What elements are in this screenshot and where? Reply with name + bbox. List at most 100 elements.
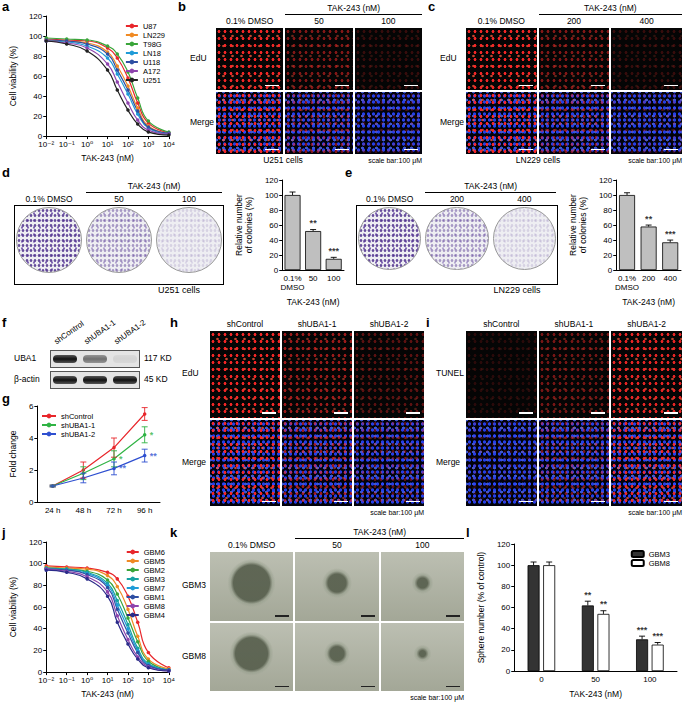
svg-text:200: 200 [642, 274, 656, 283]
svg-text:**: ** [310, 218, 318, 228]
svg-text:100: 100 [599, 191, 613, 200]
svg-text:**: ** [645, 214, 653, 224]
svg-text:100: 100 [265, 191, 279, 200]
svg-text:40: 40 [501, 624, 510, 633]
svg-text:80: 80 [501, 582, 510, 591]
svg-text:LN18: LN18 [143, 49, 161, 58]
svg-text:50: 50 [309, 274, 318, 283]
svg-text:***: *** [637, 625, 648, 635]
svg-text:**: ** [600, 599, 608, 609]
svg-text:40: 40 [603, 236, 612, 245]
svg-text:*: * [119, 454, 123, 464]
svg-text:60: 60 [501, 603, 510, 612]
svg-text:of colonies (%): of colonies (%) [578, 197, 588, 253]
svg-text:100: 100 [497, 561, 511, 570]
svg-text:80: 80 [269, 206, 278, 215]
svg-text:100: 100 [29, 32, 43, 41]
svg-text:10⁻¹: 10⁻¹ [59, 140, 75, 149]
svg-text:LN229: LN229 [143, 31, 165, 40]
svg-text:60: 60 [33, 603, 42, 612]
svg-text:TAK-243 (nM): TAK-243 (nM) [81, 689, 134, 699]
svg-text:80: 80 [33, 581, 42, 590]
svg-text:60: 60 [33, 72, 42, 81]
svg-text:96 h: 96 h [137, 506, 153, 515]
svg-text:10⁻¹: 10⁻¹ [59, 676, 75, 685]
svg-text:10¹: 10¹ [102, 676, 114, 685]
svg-text:**: ** [150, 451, 158, 461]
svg-text:Sphere number (% of control): Sphere number (% of control) [476, 552, 486, 664]
svg-text:*: * [150, 430, 154, 440]
svg-text:DMSO: DMSO [615, 283, 639, 292]
svg-text:0: 0 [274, 266, 279, 275]
svg-text:**: ** [119, 463, 127, 473]
svg-text:GBM3: GBM3 [144, 575, 165, 584]
svg-text:0.1%: 0.1% [618, 274, 636, 283]
svg-text:120: 120 [599, 176, 613, 185]
svg-text:GBM6: GBM6 [144, 548, 165, 557]
svg-text:0: 0 [506, 667, 511, 676]
svg-text:400: 400 [664, 274, 678, 283]
svg-text:10²: 10² [122, 140, 134, 149]
svg-text:40: 40 [33, 624, 42, 633]
svg-text:120: 120 [29, 12, 43, 21]
svg-text:80: 80 [33, 52, 42, 61]
svg-text:100: 100 [327, 274, 341, 283]
svg-text:100: 100 [643, 675, 657, 684]
svg-text:60: 60 [603, 221, 612, 230]
svg-text:48 h: 48 h [76, 506, 92, 515]
svg-text:U87: U87 [143, 22, 157, 31]
svg-text:GBM3: GBM3 [649, 550, 670, 559]
svg-text:10⁻²: 10⁻² [38, 676, 54, 685]
svg-text:GBM5: GBM5 [144, 557, 165, 566]
svg-text:TAK-243 (nM): TAK-243 (nM) [622, 297, 675, 307]
svg-text:10⁴: 10⁴ [163, 676, 176, 685]
svg-text:72 h: 72 h [106, 506, 122, 515]
svg-text:4: 4 [29, 434, 34, 443]
svg-text:40: 40 [33, 92, 42, 101]
svg-text:50: 50 [591, 675, 600, 684]
svg-text:shControl: shControl [61, 412, 93, 421]
svg-text:A172: A172 [143, 67, 161, 76]
svg-text:10³: 10³ [143, 676, 155, 685]
svg-text:20: 20 [33, 112, 42, 121]
svg-text:10⁴: 10⁴ [163, 140, 176, 149]
svg-text:U118: U118 [143, 58, 160, 67]
svg-text:T98G: T98G [143, 40, 162, 49]
svg-text:Relative number: Relative number [568, 194, 578, 256]
svg-text:GBM1: GBM1 [144, 593, 165, 602]
svg-text:20: 20 [33, 646, 42, 655]
svg-text:20: 20 [269, 251, 278, 260]
svg-text:Cell viability (%): Cell viability (%) [8, 46, 18, 107]
svg-text:***: *** [652, 631, 663, 641]
svg-text:Cell viability (%): Cell viability (%) [8, 577, 18, 638]
svg-text:100: 100 [29, 559, 43, 568]
svg-text:120: 120 [265, 176, 279, 185]
svg-text:0: 0 [29, 498, 34, 507]
svg-text:GBM8: GBM8 [144, 602, 165, 611]
svg-text:***: *** [665, 229, 676, 239]
svg-text:10⁰: 10⁰ [81, 676, 93, 685]
svg-text:120: 120 [497, 540, 511, 549]
svg-text:U251: U251 [143, 76, 161, 85]
svg-text:GBM2: GBM2 [144, 566, 165, 575]
svg-text:6: 6 [29, 402, 34, 411]
svg-text:TAK-243 (nM): TAK-243 (nM) [569, 689, 622, 699]
svg-text:0.1%: 0.1% [283, 274, 301, 283]
svg-text:***: *** [328, 246, 339, 256]
svg-text:24 h: 24 h [45, 506, 61, 515]
svg-text:20: 20 [603, 251, 612, 260]
svg-text:**: ** [584, 590, 592, 600]
svg-text:TAK-243 (nM): TAK-243 (nM) [287, 297, 340, 307]
svg-text:80: 80 [603, 206, 612, 215]
svg-text:0: 0 [539, 675, 544, 684]
svg-text:0: 0 [608, 266, 613, 275]
svg-text:10¹: 10¹ [102, 140, 114, 149]
svg-text:TAK-243 (nM): TAK-243 (nM) [81, 153, 134, 163]
svg-text:60: 60 [269, 221, 278, 230]
svg-text:shUBA1-1: shUBA1-1 [61, 421, 95, 430]
svg-text:10³: 10³ [143, 140, 155, 149]
svg-text:of colonies (%): of colonies (%) [244, 197, 254, 253]
svg-text:GBM4: GBM4 [144, 611, 165, 620]
svg-text:DMSO: DMSO [281, 283, 305, 292]
svg-text:10⁰: 10⁰ [81, 140, 93, 149]
